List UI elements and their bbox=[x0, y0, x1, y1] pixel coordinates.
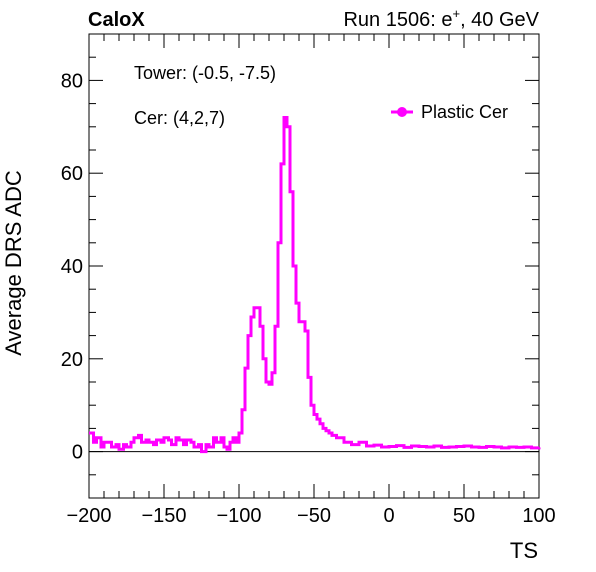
y-tick-label: 60 bbox=[61, 163, 83, 185]
y-tick-label: 40 bbox=[61, 256, 83, 278]
header-left-label: CaloX bbox=[88, 9, 145, 31]
axis-tick-labels: −200 −150 −100 −50 0 50 100 0 20 40 60 80 bbox=[61, 70, 556, 527]
series-line-0 bbox=[89, 116, 541, 454]
header-right-label: Run 1506: e+, 40 GeV bbox=[343, 6, 539, 31]
legend-dot-marker bbox=[397, 107, 407, 117]
x-tick-label: 50 bbox=[453, 505, 475, 527]
axis-ticks bbox=[88, 33, 540, 499]
series-group bbox=[89, 116, 541, 454]
y-axis-title: Average DRS ADC bbox=[1, 170, 26, 356]
y-tick-label: 80 bbox=[61, 70, 83, 92]
tower-annotation: Tower: (-0.5, -7.5) bbox=[134, 63, 276, 83]
x-tick-label: −50 bbox=[297, 505, 331, 527]
header-run-text: Run 1506: e bbox=[343, 9, 452, 31]
header-energy-text: , 40 GeV bbox=[460, 9, 540, 31]
x-tick-label: −150 bbox=[141, 505, 186, 527]
legend-series-label: Plastic Cer bbox=[421, 102, 508, 122]
y-tick-label: 0 bbox=[72, 442, 83, 464]
y-tick-label: 20 bbox=[61, 349, 83, 371]
legend: Plastic Cer bbox=[391, 102, 508, 122]
x-tick-label: −200 bbox=[66, 505, 111, 527]
x-tick-label: 100 bbox=[522, 505, 555, 527]
x-tick-label: 0 bbox=[383, 505, 394, 527]
cer-annotation: Cer: (4,2,7) bbox=[134, 108, 225, 128]
x-axis-title: TS bbox=[510, 538, 538, 563]
header-positron-sup: + bbox=[452, 6, 460, 21]
x-tick-label: −100 bbox=[216, 505, 261, 527]
